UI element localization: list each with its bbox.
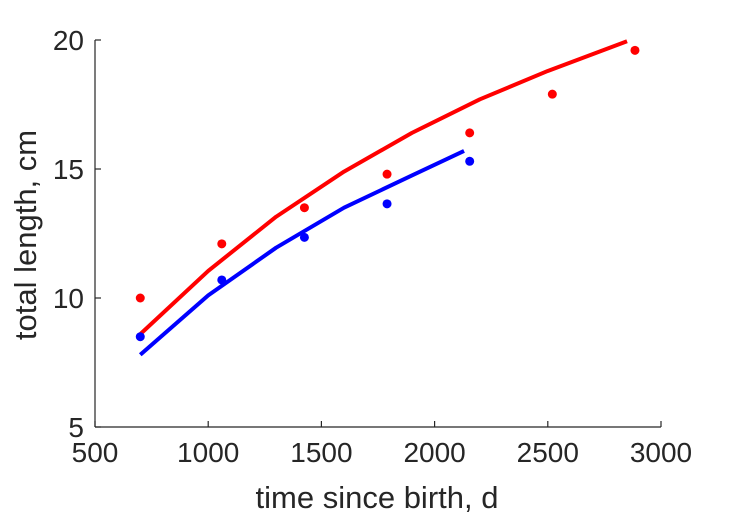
data-point — [217, 275, 227, 285]
y-tick-label: 10 — [53, 283, 84, 314]
data-point — [547, 89, 557, 99]
data-point — [299, 203, 309, 213]
x-tick-label: 3000 — [630, 437, 692, 468]
data-point — [135, 293, 145, 303]
fit-curve-2 — [138, 39, 628, 336]
x-tick-label: 1500 — [290, 437, 352, 468]
y-tick-label: 5 — [68, 412, 84, 443]
data-point — [217, 239, 227, 249]
x-tick-label: 1000 — [177, 437, 239, 468]
data-point — [299, 232, 309, 242]
data-point — [382, 169, 392, 179]
x-tick-label: 2000 — [403, 437, 465, 468]
data-point — [630, 45, 640, 55]
x-tick-label: 500 — [72, 437, 119, 468]
fit-curve-3 — [138, 149, 465, 357]
axes — [94, 39, 662, 428]
x-tick-label: 2500 — [517, 437, 579, 468]
plot-area — [135, 39, 640, 357]
data-point — [382, 199, 392, 209]
x-axis-label: time since birth, d — [256, 480, 499, 515]
data-point — [465, 156, 475, 166]
y-tick-label: 15 — [53, 154, 84, 185]
labels: 500 1000 1500 2000 2500 3000 5 10 15 20 — [53, 25, 692, 468]
y-axis-label: total length, cm — [8, 130, 43, 340]
data-point — [135, 332, 145, 342]
data-point — [465, 128, 475, 138]
y-tick-label: 20 — [53, 25, 84, 56]
